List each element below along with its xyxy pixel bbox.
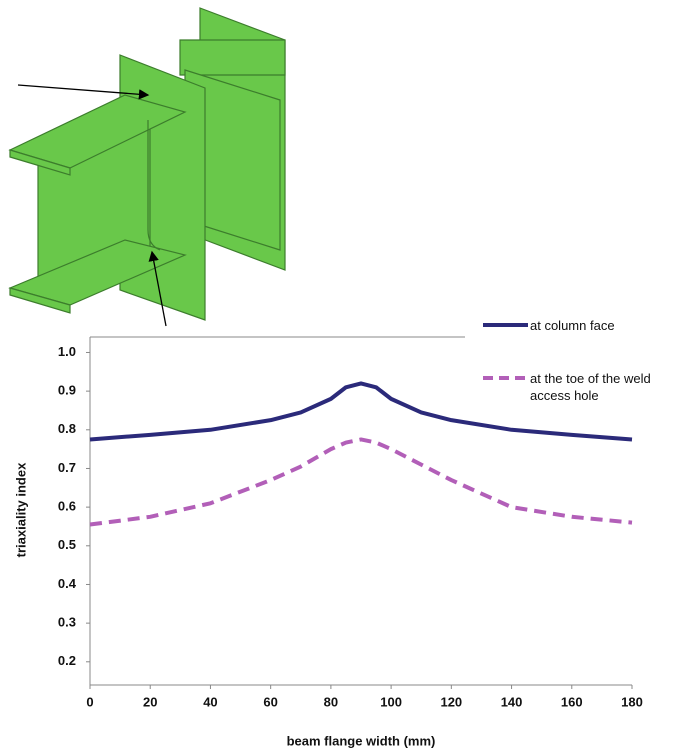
y-tick-label: 1.0 [58, 344, 76, 359]
y-tick-label: 0.7 [58, 460, 76, 475]
x-tick-label: 140 [501, 694, 523, 709]
y-tick-label: 0.9 [58, 383, 76, 398]
x-tick-label: 20 [143, 694, 157, 709]
x-axis-label: beam flange width (mm) [287, 733, 436, 748]
y-tick-label: 0.2 [58, 653, 76, 668]
x-tick-label: 80 [324, 694, 338, 709]
y-tick-label: 0.4 [58, 576, 77, 591]
x-tick-label: 40 [203, 694, 217, 709]
y-tick-label: 0.8 [58, 421, 76, 436]
y-tick-label: 0.6 [58, 499, 76, 514]
y-axis-label: triaxiality index [13, 462, 28, 557]
x-tick-label: 60 [263, 694, 277, 709]
y-tick-label: 0.5 [58, 537, 76, 552]
page: triaxiality index beam flange width (mm)… [0, 0, 678, 755]
x-tick-label: 0 [86, 694, 93, 709]
x-tick-label: 160 [561, 694, 583, 709]
x-tick-label: 120 [440, 694, 462, 709]
illustration [10, 8, 285, 320]
y-tick-label: 0.3 [58, 615, 76, 630]
x-tick-label: 100 [380, 694, 402, 709]
x-tick-label: 180 [621, 694, 643, 709]
column-flange-back [180, 40, 285, 75]
legend-label: at the toe of the weld access hole [530, 370, 675, 404]
legend-label: at column face [530, 317, 670, 334]
